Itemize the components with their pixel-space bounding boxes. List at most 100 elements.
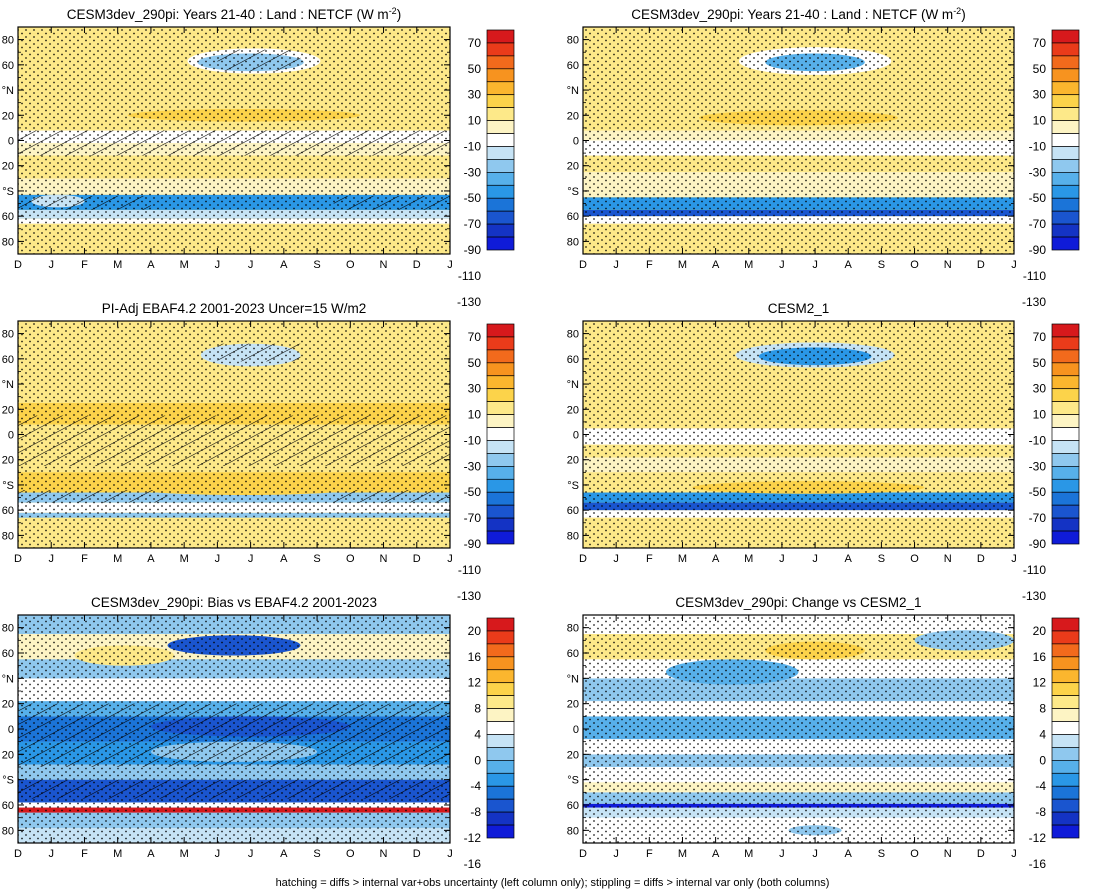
colorbar-box xyxy=(1051,146,1080,160)
colorbar-box xyxy=(1051,210,1080,225)
x-tick-label: M xyxy=(113,259,122,271)
colorbar-box xyxy=(1051,336,1080,351)
field-1 xyxy=(18,27,450,254)
colorbar-box xyxy=(486,491,515,506)
y-tick-label: 20 xyxy=(567,749,579,761)
x-tick-label: J xyxy=(613,259,619,271)
x-tick-label: O xyxy=(910,553,919,565)
y-tick-label: 80 xyxy=(567,623,579,635)
x-tick-label: A xyxy=(147,553,155,565)
colorbar-box xyxy=(486,517,515,532)
y-tick-label: 0 xyxy=(573,430,579,442)
x-tick-label: M xyxy=(678,848,687,860)
x-tick-label: N xyxy=(380,553,388,565)
y-tick-label: 60 xyxy=(2,648,14,660)
colorbar-label: -16 xyxy=(464,857,482,871)
y-tick-label: 60 xyxy=(2,211,14,223)
hatching xyxy=(18,415,450,467)
colorbar-box xyxy=(1051,197,1080,212)
x-tick-label: J xyxy=(248,848,254,860)
x-tick-label: F xyxy=(646,848,653,860)
colorbar-box xyxy=(1051,349,1080,364)
colorbar-box xyxy=(486,236,515,251)
y-tick-label: 80 xyxy=(2,623,14,635)
colorbar-label: -110 xyxy=(458,269,481,283)
y-tick-label: 80 xyxy=(2,35,14,47)
x-tick-label: S xyxy=(313,259,320,271)
colorbar-box xyxy=(486,785,515,800)
x-tick-label: O xyxy=(910,848,919,860)
colorbar-label: -130 xyxy=(1022,295,1046,309)
colorbar-box xyxy=(486,734,515,748)
y-tick-label: 80 xyxy=(567,329,579,341)
colorbar-box xyxy=(1051,236,1080,251)
panel-3: PI-Adj EBAF4.2 2001-2023 Uncer=15 W/m2 80… xyxy=(2,301,515,603)
y-tick-label: 20 xyxy=(2,404,14,416)
stippling xyxy=(583,27,1014,254)
colorbar-label: 0 xyxy=(1039,753,1046,767)
y-tick-label: 80 xyxy=(567,236,579,248)
colorbar-box xyxy=(1051,656,1080,671)
x-tick-label: S xyxy=(878,553,885,565)
y-tick-label: 80 xyxy=(567,530,579,542)
colorbar-label: 70 xyxy=(1033,330,1047,344)
y-tick-label: 20 xyxy=(567,404,579,416)
colorbar-label: -12 xyxy=(464,831,482,845)
x-tick-label: S xyxy=(313,553,320,565)
colorbar-box xyxy=(486,656,515,671)
colorbar-box xyxy=(486,362,515,377)
field-5 xyxy=(18,615,450,843)
y-tick-label: 20 xyxy=(2,455,14,467)
colorbar-label: -4 xyxy=(1035,779,1046,793)
colorbar-box xyxy=(486,133,515,147)
colorbar-box xyxy=(1051,81,1080,96)
colorbar-label: 70 xyxy=(468,36,482,50)
colorbar-box xyxy=(486,478,515,493)
colorbar-box xyxy=(1051,375,1080,390)
colorbar-box xyxy=(1051,491,1080,506)
x-tick-label: D xyxy=(413,848,421,860)
y-tick-label: 0 xyxy=(8,724,14,736)
colorbar-label: -50 xyxy=(464,191,482,205)
x-tick-label: M xyxy=(180,553,189,565)
x-tick-label: J xyxy=(215,848,221,860)
y-tick-label: 20 xyxy=(567,161,579,173)
colorbar-box xyxy=(1051,172,1080,186)
x-tick-label: J xyxy=(1011,848,1017,860)
colorbar-box xyxy=(486,94,515,108)
x-tick-label: D xyxy=(579,259,587,271)
y-tick-label: 60 xyxy=(567,354,579,366)
stippling xyxy=(583,615,1014,843)
colorbar-label: 30 xyxy=(1033,88,1047,102)
colorbar-box xyxy=(486,120,515,134)
x-tick-label: M xyxy=(744,848,753,860)
colorbar-box xyxy=(486,68,515,83)
hatching xyxy=(217,343,301,362)
y-tick-label: 80 xyxy=(2,329,14,341)
colorbar-label: 10 xyxy=(468,408,482,422)
x-tick-label: M xyxy=(678,553,687,565)
colorbar-label: -50 xyxy=(1029,485,1047,499)
colorbar-box xyxy=(486,772,515,787)
colorbar-box xyxy=(1051,708,1080,722)
x-tick-label: M xyxy=(113,553,122,565)
y-tick-label: 80 xyxy=(2,236,14,248)
x-tick-label: D xyxy=(14,259,22,271)
colorbar-label: -110 xyxy=(458,563,481,577)
colorbar-box xyxy=(1051,530,1080,545)
x-tick-label: O xyxy=(346,848,355,860)
colorbar-label: 70 xyxy=(1033,36,1047,50)
colorbar-box xyxy=(486,824,515,839)
x-tick-label: J xyxy=(48,259,54,271)
x-tick-label: D xyxy=(579,553,587,565)
colorbar-box xyxy=(1051,747,1080,761)
colorbar-box xyxy=(1051,517,1080,532)
colorbar: 70 50 30 10 -10 -30 -50 -70 -90 -110 -130 xyxy=(457,323,515,603)
x-tick-label: M xyxy=(180,848,189,860)
colorbar-label: 8 xyxy=(1039,702,1046,716)
x-tick-label: O xyxy=(346,553,355,565)
colorbar-box xyxy=(1051,760,1080,774)
colorbar-label: 16 xyxy=(468,650,482,664)
colorbar-box xyxy=(486,388,515,402)
colorbar-label: 30 xyxy=(1033,382,1047,396)
